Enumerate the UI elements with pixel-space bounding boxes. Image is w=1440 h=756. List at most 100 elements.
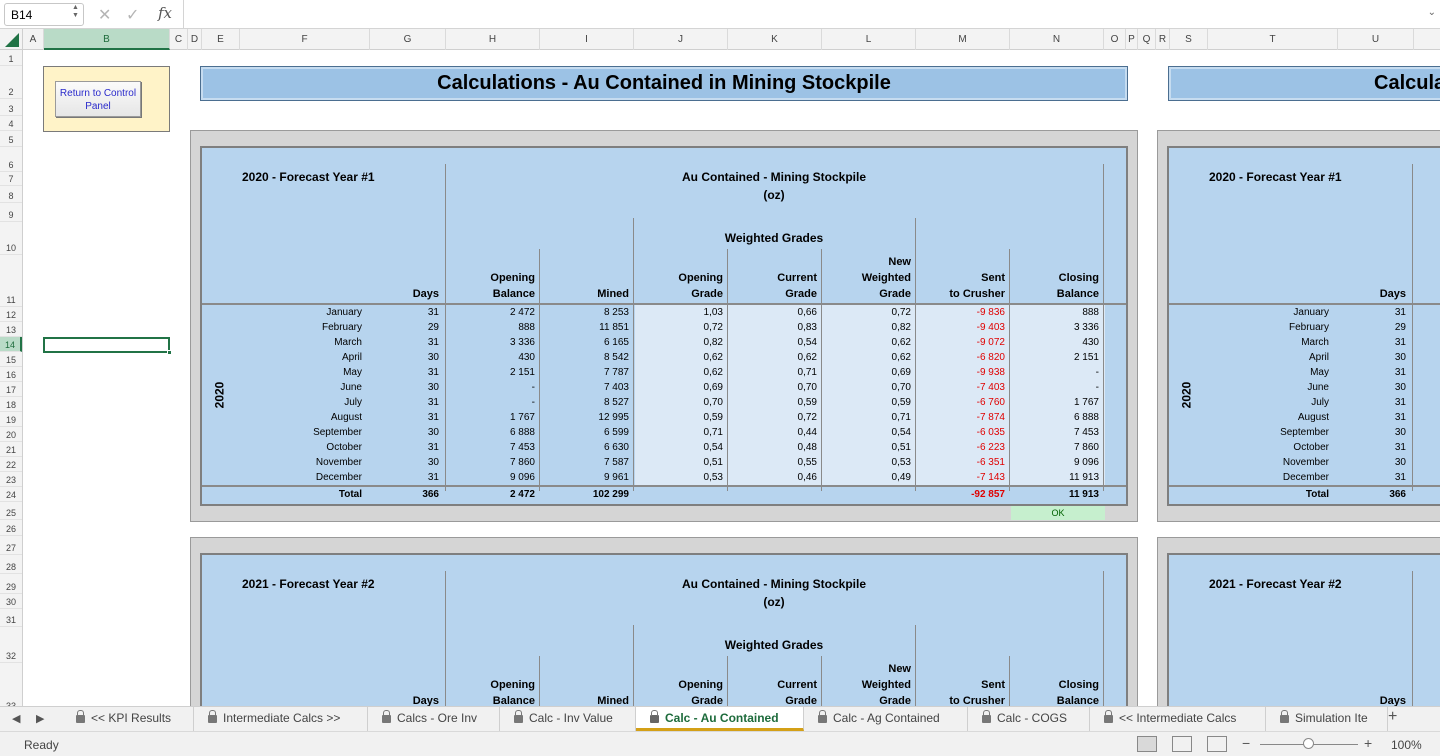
cell-days[interactable]: 31 [427, 397, 439, 408]
row-header-25[interactable]: 25 [0, 502, 22, 520]
cell-current-grade[interactable]: 0,72 [797, 412, 817, 423]
cell-new-weighted-grade[interactable]: 0,54 [891, 427, 911, 438]
row-header-29[interactable]: 29 [0, 574, 22, 594]
cell-opening-balance[interactable]: 1 767 [509, 412, 535, 423]
cell-closing-balance[interactable]: 3 336 [1073, 322, 1099, 333]
row-header-12[interactable]: 12 [0, 307, 22, 322]
row-header-24[interactable]: 24 [0, 487, 22, 502]
cell-new-weighted-grade[interactable]: 0,69 [891, 367, 911, 378]
cell-month[interactable]: July [1311, 397, 1329, 408]
cell-closing-balance[interactable]: 6 888 [1073, 412, 1099, 423]
column-header-a[interactable]: A [23, 29, 44, 50]
total-opening-balance[interactable]: 2 472 [509, 489, 535, 500]
cell-days[interactable]: 30 [427, 382, 439, 393]
cell-mined[interactable]: 8 542 [603, 352, 629, 363]
row-header-17[interactable]: 17 [0, 382, 22, 397]
cell-current-grade[interactable]: 0,71 [797, 367, 817, 378]
cell-month[interactable]: April [1308, 352, 1329, 363]
column-header-j[interactable]: J [634, 29, 728, 50]
row-header-22[interactable]: 22 [0, 457, 22, 472]
cell-closing-balance[interactable]: 430 [1082, 337, 1099, 348]
selected-cell[interactable] [43, 337, 172, 355]
column-header-k[interactable]: K [728, 29, 822, 50]
page-layout-view-icon[interactable] [1172, 736, 1192, 752]
cell-closing-balance[interactable]: 11 913 [1069, 472, 1099, 483]
name-box-dropdown-icon[interactable]: ▲ ▼ [72, 4, 79, 19]
cell-month[interactable]: May [343, 367, 362, 378]
zoom-in-button[interactable]: + [1364, 735, 1373, 751]
cell-mined[interactable]: 6 165 [603, 337, 629, 348]
fill-handle[interactable] [167, 350, 172, 355]
cell-sent-to-crusher[interactable]: -9 072 [976, 337, 1005, 348]
cell-mined[interactable]: 7 787 [603, 367, 629, 378]
cell-mined[interactable]: 12 995 [598, 412, 629, 423]
cell-opening-balance[interactable]: - [531, 397, 535, 408]
cell-opening-balance[interactable]: 7 453 [509, 442, 535, 453]
cell-sent-to-crusher[interactable]: -6 223 [976, 442, 1005, 453]
sheet-tab[interactable]: Calc - Inv Value [500, 707, 636, 731]
cell-month[interactable]: November [1282, 457, 1329, 468]
cell-days[interactable]: 31 [427, 472, 439, 483]
column-header-l[interactable]: L [822, 29, 916, 50]
row-header-5[interactable]: 5 [0, 131, 22, 147]
cell-sent-to-crusher[interactable]: -9 403 [976, 322, 1005, 333]
row-header-27[interactable]: 27 [0, 536, 22, 555]
cell-sent-to-crusher[interactable]: -7 403 [976, 382, 1005, 393]
chevron-down-icon[interactable]: ⌄ [1427, 7, 1436, 18]
column-header-e[interactable]: E [202, 29, 240, 50]
worksheet-grid[interactable]: Return to Control Panel Calculations - A… [23, 50, 1440, 706]
row-header-8[interactable]: 8 [0, 186, 22, 203]
cell-opening-grade[interactable]: 1,03 [703, 307, 723, 318]
row-header-10[interactable]: 10 [0, 222, 22, 255]
cell-days[interactable]: 29 [427, 322, 439, 333]
row-header-15[interactable]: 15 [0, 352, 22, 367]
cell-opening-balance[interactable]: 7 860 [509, 457, 535, 468]
check-icon[interactable]: ✓ [126, 7, 140, 24]
sheet-tab[interactable]: Intermediate Calcs >> [194, 707, 368, 731]
sheet-tab[interactable]: Calc - COGS [968, 707, 1090, 731]
cell-month[interactable]: January [1293, 307, 1329, 318]
total-mined[interactable]: 102 299 [592, 489, 629, 500]
row-header-13[interactable]: 13 [0, 322, 22, 337]
cell-mined[interactable]: 9 961 [603, 472, 629, 483]
cell-month[interactable]: April [341, 352, 362, 363]
cell-days[interactable]: 30 [1394, 457, 1406, 468]
return-to-control-panel-button[interactable]: Return to Control Panel [55, 81, 141, 117]
cell-month[interactable]: May [1310, 367, 1329, 378]
add-sheet-button[interactable]: + [1388, 708, 1398, 725]
sheet-tab[interactable]: << Intermediate Calcs [1090, 707, 1266, 731]
cell-new-weighted-grade[interactable]: 0,51 [891, 442, 911, 453]
cell-opening-balance[interactable]: 430 [518, 352, 535, 363]
cancel-icon[interactable]: ✕ [98, 7, 112, 24]
cell-days[interactable]: 30 [1394, 427, 1406, 438]
cell-month[interactable]: June [340, 382, 362, 393]
cell-month[interactable]: November [315, 457, 362, 468]
cell-opening-grade[interactable]: 0,62 [703, 367, 723, 378]
total-sent-to-crusher[interactable]: -92 857 [971, 489, 1005, 500]
cell-month[interactable]: January [326, 307, 362, 318]
cell-days[interactable]: 31 [427, 442, 439, 453]
row-header-18[interactable]: 18 [0, 397, 22, 412]
cell-opening-balance[interactable]: 3 336 [509, 337, 535, 348]
cell-days[interactable]: 31 [1394, 367, 1406, 378]
cell-new-weighted-grade[interactable]: 0,53 [891, 457, 911, 468]
cell-mined[interactable]: 6 599 [603, 427, 629, 438]
column-header-p[interactable]: P [1126, 29, 1138, 50]
select-all-button[interactable] [0, 29, 23, 50]
cell-sent-to-crusher[interactable]: -6 035 [976, 427, 1005, 438]
column-header-g[interactable]: G [370, 29, 446, 50]
cell-new-weighted-grade[interactable]: 0,72 [891, 307, 911, 318]
cell-closing-balance[interactable]: 9 096 [1073, 457, 1099, 468]
column-header-o[interactable]: O [1104, 29, 1126, 50]
cell-days[interactable]: 31 [1394, 307, 1406, 318]
cell-month[interactable]: March [334, 337, 362, 348]
total-month[interactable]: Total [338, 489, 362, 500]
column-header-c[interactable]: C [170, 29, 188, 50]
cell-opening-grade[interactable]: 0,71 [703, 427, 723, 438]
column-header-h[interactable]: H [446, 29, 540, 50]
cell-sent-to-crusher[interactable]: -7 874 [976, 412, 1005, 423]
cell-new-weighted-grade[interactable]: 0,82 [891, 322, 911, 333]
cell-current-grade[interactable]: 0,54 [797, 337, 817, 348]
cell-days[interactable]: 30 [1394, 352, 1406, 363]
cell-sent-to-crusher[interactable]: -7 143 [976, 472, 1005, 483]
